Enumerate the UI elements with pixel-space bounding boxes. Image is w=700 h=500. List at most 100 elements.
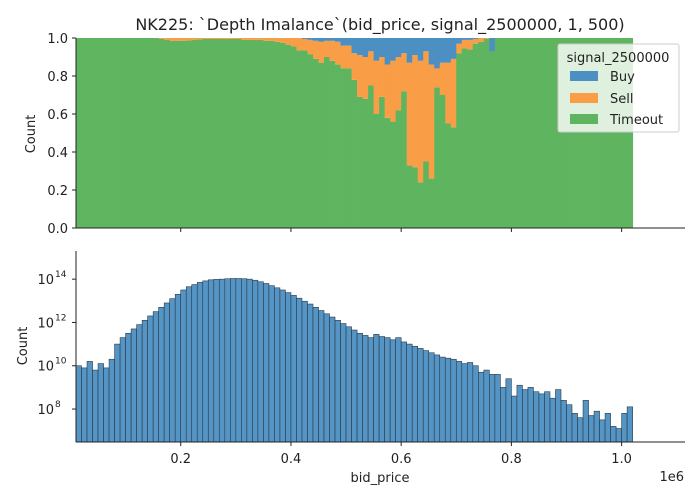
hist-bar — [577, 417, 584, 443]
top-bar-timeout — [158, 38, 165, 229]
hist-bar — [378, 336, 385, 443]
top-bar-sell — [219, 38, 226, 39]
top-bar-timeout — [114, 38, 121, 228]
top-bar-sell — [180, 38, 187, 41]
hist-bar — [125, 332, 132, 443]
top-bar-timeout — [263, 40, 270, 228]
legend-swatch-buy — [570, 71, 598, 81]
top-bar-sell — [439, 62, 446, 95]
hist-bar — [152, 311, 159, 443]
hist-bar — [362, 335, 369, 443]
top-bar-buy — [445, 38, 452, 63]
hist-bar — [136, 324, 143, 443]
hist-bar — [119, 337, 126, 443]
top-bar-timeout — [285, 44, 292, 229]
top-bar-sell — [467, 39, 474, 50]
hist-bar — [97, 363, 104, 443]
top-bar-timeout — [384, 117, 391, 228]
hist-bar — [505, 378, 512, 443]
top-bar-sell — [312, 40, 319, 59]
hist-bar — [268, 285, 275, 443]
bottom-y-tick-label: 10 — [37, 316, 54, 331]
top-bar-timeout — [290, 46, 297, 228]
top-bar-timeout — [395, 110, 402, 228]
hist-bar — [615, 428, 622, 443]
legend: signal_2500000 Buy Sell Timeout — [557, 43, 680, 133]
bottom-y-tick-exponent: 10 — [55, 357, 67, 367]
hist-bar — [610, 426, 617, 443]
top-bar-timeout — [390, 121, 397, 228]
top-bar-timeout — [417, 182, 424, 228]
top-bar-buy — [390, 38, 397, 61]
hist-bar — [571, 413, 578, 443]
top-bar-buy — [368, 38, 375, 52]
bottom-x-tick-label: 0.6 — [391, 452, 412, 467]
hist-bar — [472, 365, 479, 443]
top-bar-timeout — [180, 40, 187, 228]
hist-bar — [114, 343, 121, 443]
hist-bar — [296, 297, 303, 443]
hist-bar — [560, 400, 567, 443]
top-bar-timeout — [296, 50, 303, 228]
hist-bar — [191, 284, 198, 443]
top-bar-timeout — [252, 39, 259, 229]
hist-bar — [593, 410, 600, 443]
top-bar-sell — [324, 40, 330, 57]
top-bar-timeout — [522, 38, 529, 228]
hist-bar — [450, 358, 457, 443]
top-bar-buy — [362, 38, 369, 57]
top-bar-sell — [340, 45, 347, 69]
top-bar-sell — [395, 57, 402, 111]
top-bar-buy — [434, 38, 441, 69]
hist-bar — [467, 362, 474, 443]
bottom-x-tick-label: 1.0 — [611, 452, 632, 467]
hist-bar — [422, 350, 430, 443]
top-bar-timeout — [489, 38, 496, 228]
top-bar-timeout — [351, 79, 358, 228]
top-bar-timeout — [153, 38, 160, 228]
top-bar-sell — [202, 38, 209, 39]
top-bar-sell — [246, 38, 253, 40]
hist-bar — [252, 279, 259, 443]
top-bar-sell — [224, 38, 231, 39]
top-bar-buy — [456, 38, 463, 44]
hist-bar — [196, 282, 204, 443]
top-bar-timeout — [81, 38, 88, 228]
top-y-tick-label: 0.8 — [47, 70, 68, 85]
top-bar-timeout — [583, 38, 589, 228]
top-bar-timeout — [169, 40, 176, 228]
top-bar-sell — [373, 60, 380, 114]
top-bar-sell — [318, 41, 325, 63]
top-bar-timeout — [428, 178, 435, 228]
hist-bar — [163, 302, 170, 443]
legend-box — [557, 43, 680, 133]
top-bar-timeout — [368, 85, 375, 228]
bottom-y-tick-label: 10 — [37, 360, 54, 375]
top-bar-timeout — [340, 68, 347, 229]
hist-bar — [92, 369, 99, 443]
hist-bar — [130, 328, 137, 443]
legend-label-timeout: Timeout — [609, 113, 663, 128]
bottom-y-tick-exponent: 8 — [55, 400, 61, 410]
top-bar-timeout — [516, 38, 523, 228]
top-bar-timeout — [268, 40, 275, 228]
hist-bar — [235, 278, 242, 443]
hist-bar — [395, 337, 402, 443]
top-bar-buy — [461, 38, 468, 40]
top-bar-buy — [312, 38, 319, 41]
legend-swatch-sell — [570, 93, 598, 103]
top-bar-buy — [301, 38, 308, 39]
bottom-bars — [75, 278, 633, 443]
hist-bar — [433, 354, 441, 443]
top-bar-timeout — [147, 38, 154, 228]
bottom-y-tick-exponent: 14 — [55, 270, 67, 280]
top-bar-timeout — [616, 38, 623, 228]
hist-bar — [334, 319, 341, 443]
top-y-tick-label: 0.0 — [47, 222, 68, 237]
top-bar-sell — [263, 38, 270, 41]
top-bar-sell — [230, 38, 237, 39]
hist-bar — [478, 371, 485, 443]
hist-bar — [86, 361, 93, 443]
top-bar-sell — [406, 62, 413, 166]
